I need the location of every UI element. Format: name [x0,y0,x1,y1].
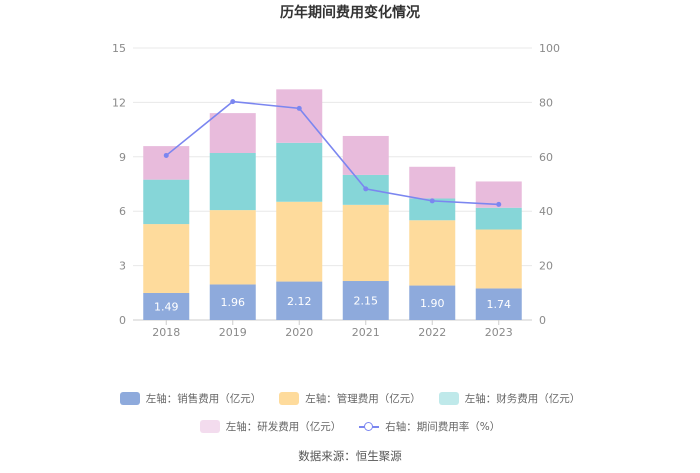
bar-data-label: 2.12 [287,295,312,308]
bar-segment-rnd [276,89,323,143]
bar-segment-admin [143,224,190,293]
legend-swatch-admin [279,391,300,405]
x-axis-tick-label: 2020 [285,326,313,339]
x-axis-tick-label: 2021 [352,326,380,339]
rate-point [296,105,302,111]
bar-segment-finance [209,152,256,211]
legend-swatch-finance [438,391,459,405]
bar-segment-sales [342,281,389,320]
rate-line-path [165,100,499,206]
right-axis-ticks: 0 20 40 60 80 100 [539,42,560,327]
bar-data-label: 1.96 [221,296,246,309]
left-axis-tick-label: 15 [112,42,126,55]
bar-segment-admin [475,229,522,289]
x-axis-tick-label: 2019 [219,326,247,339]
bar-segment-rnd [209,113,256,153]
bar-segment-admin [342,204,389,282]
left-axis-tick-label: 6 [119,205,126,218]
legend-item-sales[interactable]: 左轴：销售费用（亿元） [119,391,262,406]
expense-rate-line [163,99,502,207]
left-axis-tick-label: 3 [119,260,126,273]
bar-segment-sales [276,281,323,320]
bar-segment-finance [409,198,456,221]
bar-data-label: 2.15 [354,295,379,308]
left-axis-ticks: 0 3 6 9 12 15 [112,42,126,327]
x-axis-tick-label: 2023 [485,326,513,339]
data-source: 数据来源：恒生聚源 [298,449,402,463]
legend-label-sales: 左轴：销售费用（亿元） [145,392,262,405]
bar-segment-finance [276,142,323,202]
bar-segment-admin [409,220,456,286]
bar-segment-rnd [143,146,190,180]
right-axis-tick-label: 60 [539,151,553,164]
legend-swatch-rnd [199,419,220,433]
bar-data-label: 1.49 [154,300,179,313]
right-axis-tick-label: 40 [539,205,553,218]
rate-point [230,99,236,105]
grid-lines [133,47,532,321]
bar-segment-rnd [342,135,389,175]
legend-label-admin: 左轴：管理费用（亿元） [305,392,421,405]
bar-segment-sales [475,288,522,320]
bar-segment-admin [209,210,256,285]
bar-data-label: 1.90 [420,297,445,310]
chart-title: 历年期间费用变化情况 [280,4,420,21]
legend-item-finance[interactable]: 左轴：财务费用（亿元） [438,391,581,406]
left-axis-tick-label: 0 [119,314,126,327]
left-axis-tick-label: 9 [119,151,126,164]
legend-line-marker-icon [359,420,380,433]
rate-point [363,186,369,192]
legend-label-rnd: 左轴：研发费用（亿元） [225,420,342,433]
legend-label-finance: 左轴：财务费用（亿元） [464,392,581,405]
legend-row-1: 左轴：销售费用（亿元） 左轴：管理费用（亿元） 左轴：财务费用（亿元） [0,388,700,408]
bar-segment-sales [209,284,256,320]
bar-data-label: 1.74 [487,298,512,311]
x-axis-tick-label: 2018 [152,326,180,339]
rate-point [429,198,435,204]
right-axis-tick-label: 80 [539,96,553,109]
bar-segment-sales [409,285,456,320]
legend: 左轴：销售费用（亿元） 左轴：管理费用（亿元） 左轴：财务费用（亿元） 左轴：研… [0,388,700,444]
x-axis-tick-label: 2022 [418,326,446,339]
right-axis-tick-label: 0 [539,314,546,327]
legend-row-2: 左轴：研发费用（亿元） 右轴：期间费用率（%） [0,416,700,436]
left-axis-tick-label: 12 [112,96,126,109]
legend-swatch-sales [119,391,140,405]
bar-segment-sales [143,292,190,320]
rate-point [163,152,169,158]
right-axis-tick-label: 20 [539,260,553,273]
rate-point [496,201,502,207]
bar-segment-admin [276,201,323,282]
legend-item-rnd[interactable]: 左轴：研发费用（亿元） [199,419,342,434]
legend-item-rate[interactable]: 右轴：期间费用率（%） [359,419,500,434]
bar-segment-finance [143,179,190,225]
bar-segment-finance [475,207,522,230]
legend-item-admin[interactable]: 左轴：管理费用（亿元） [279,391,421,406]
bars: 1.49 1.96 2.12 2.15 1.90 1.74 [143,89,522,320]
x-axis-ticks: 2018 2019 2020 2021 2022 2023 [152,320,513,339]
legend-label-rate: 右轴：期间费用率（%） [385,420,501,433]
bar-segment-rnd [409,166,456,199]
right-axis-tick-label: 100 [539,42,560,55]
stacked-bar-line-chart: 历年期间费用变化情况 0 3 6 9 12 15 0 20 40 60 80 100 1.49 1.9… [112,4,560,339]
